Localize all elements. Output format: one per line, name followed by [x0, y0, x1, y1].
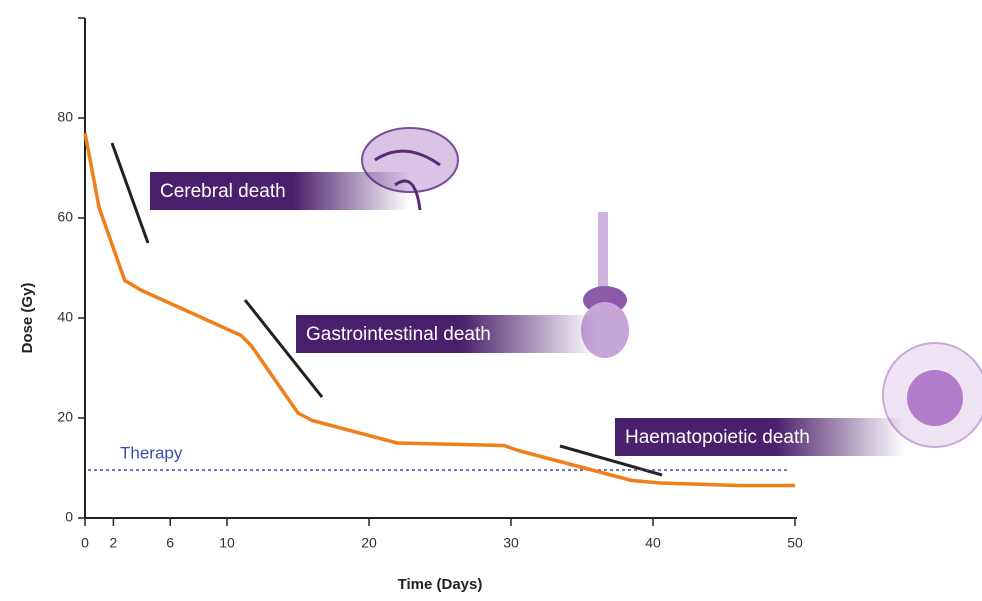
chart: Dose (Gy) Time (Days) 0 20 40 60 80 0 2 6 10 20 30… — [0, 0, 982, 596]
cell-core — [907, 370, 963, 426]
y-tick-label: 80 — [57, 109, 73, 125]
x-tick-label: 2 — [110, 535, 118, 551]
gi-esophagus — [598, 212, 608, 292]
x-tick-label: 30 — [503, 535, 519, 551]
icons — [362, 128, 982, 447]
x-tick-label: 10 — [219, 535, 235, 551]
y-axis-label: Dose (Gy) — [19, 283, 36, 354]
page: {"chart_data": {"type": "line", "x_label… — [0, 0, 982, 601]
therapy-label: Therapy — [120, 443, 183, 462]
annotation-label: Cerebral death — [160, 181, 286, 202]
x-tick-label: 6 — [166, 535, 174, 551]
y-tick-label: 0 — [65, 509, 73, 525]
x-tick-label: 20 — [361, 535, 377, 551]
y-tick-label: 20 — [57, 409, 73, 425]
x-axis-label: Time (Days) — [398, 576, 483, 593]
x-tick-label: 40 — [645, 535, 661, 551]
y-tick-label: 60 — [57, 209, 73, 225]
y-tick-label: 40 — [57, 309, 73, 325]
annotation-label: Gastrointestinal death — [306, 324, 491, 345]
slope-line — [112, 143, 148, 243]
x-tick-label: 50 — [787, 535, 803, 551]
annotation-label: Haematopoietic death — [625, 427, 810, 448]
x-tick-label: 0 — [81, 535, 89, 551]
